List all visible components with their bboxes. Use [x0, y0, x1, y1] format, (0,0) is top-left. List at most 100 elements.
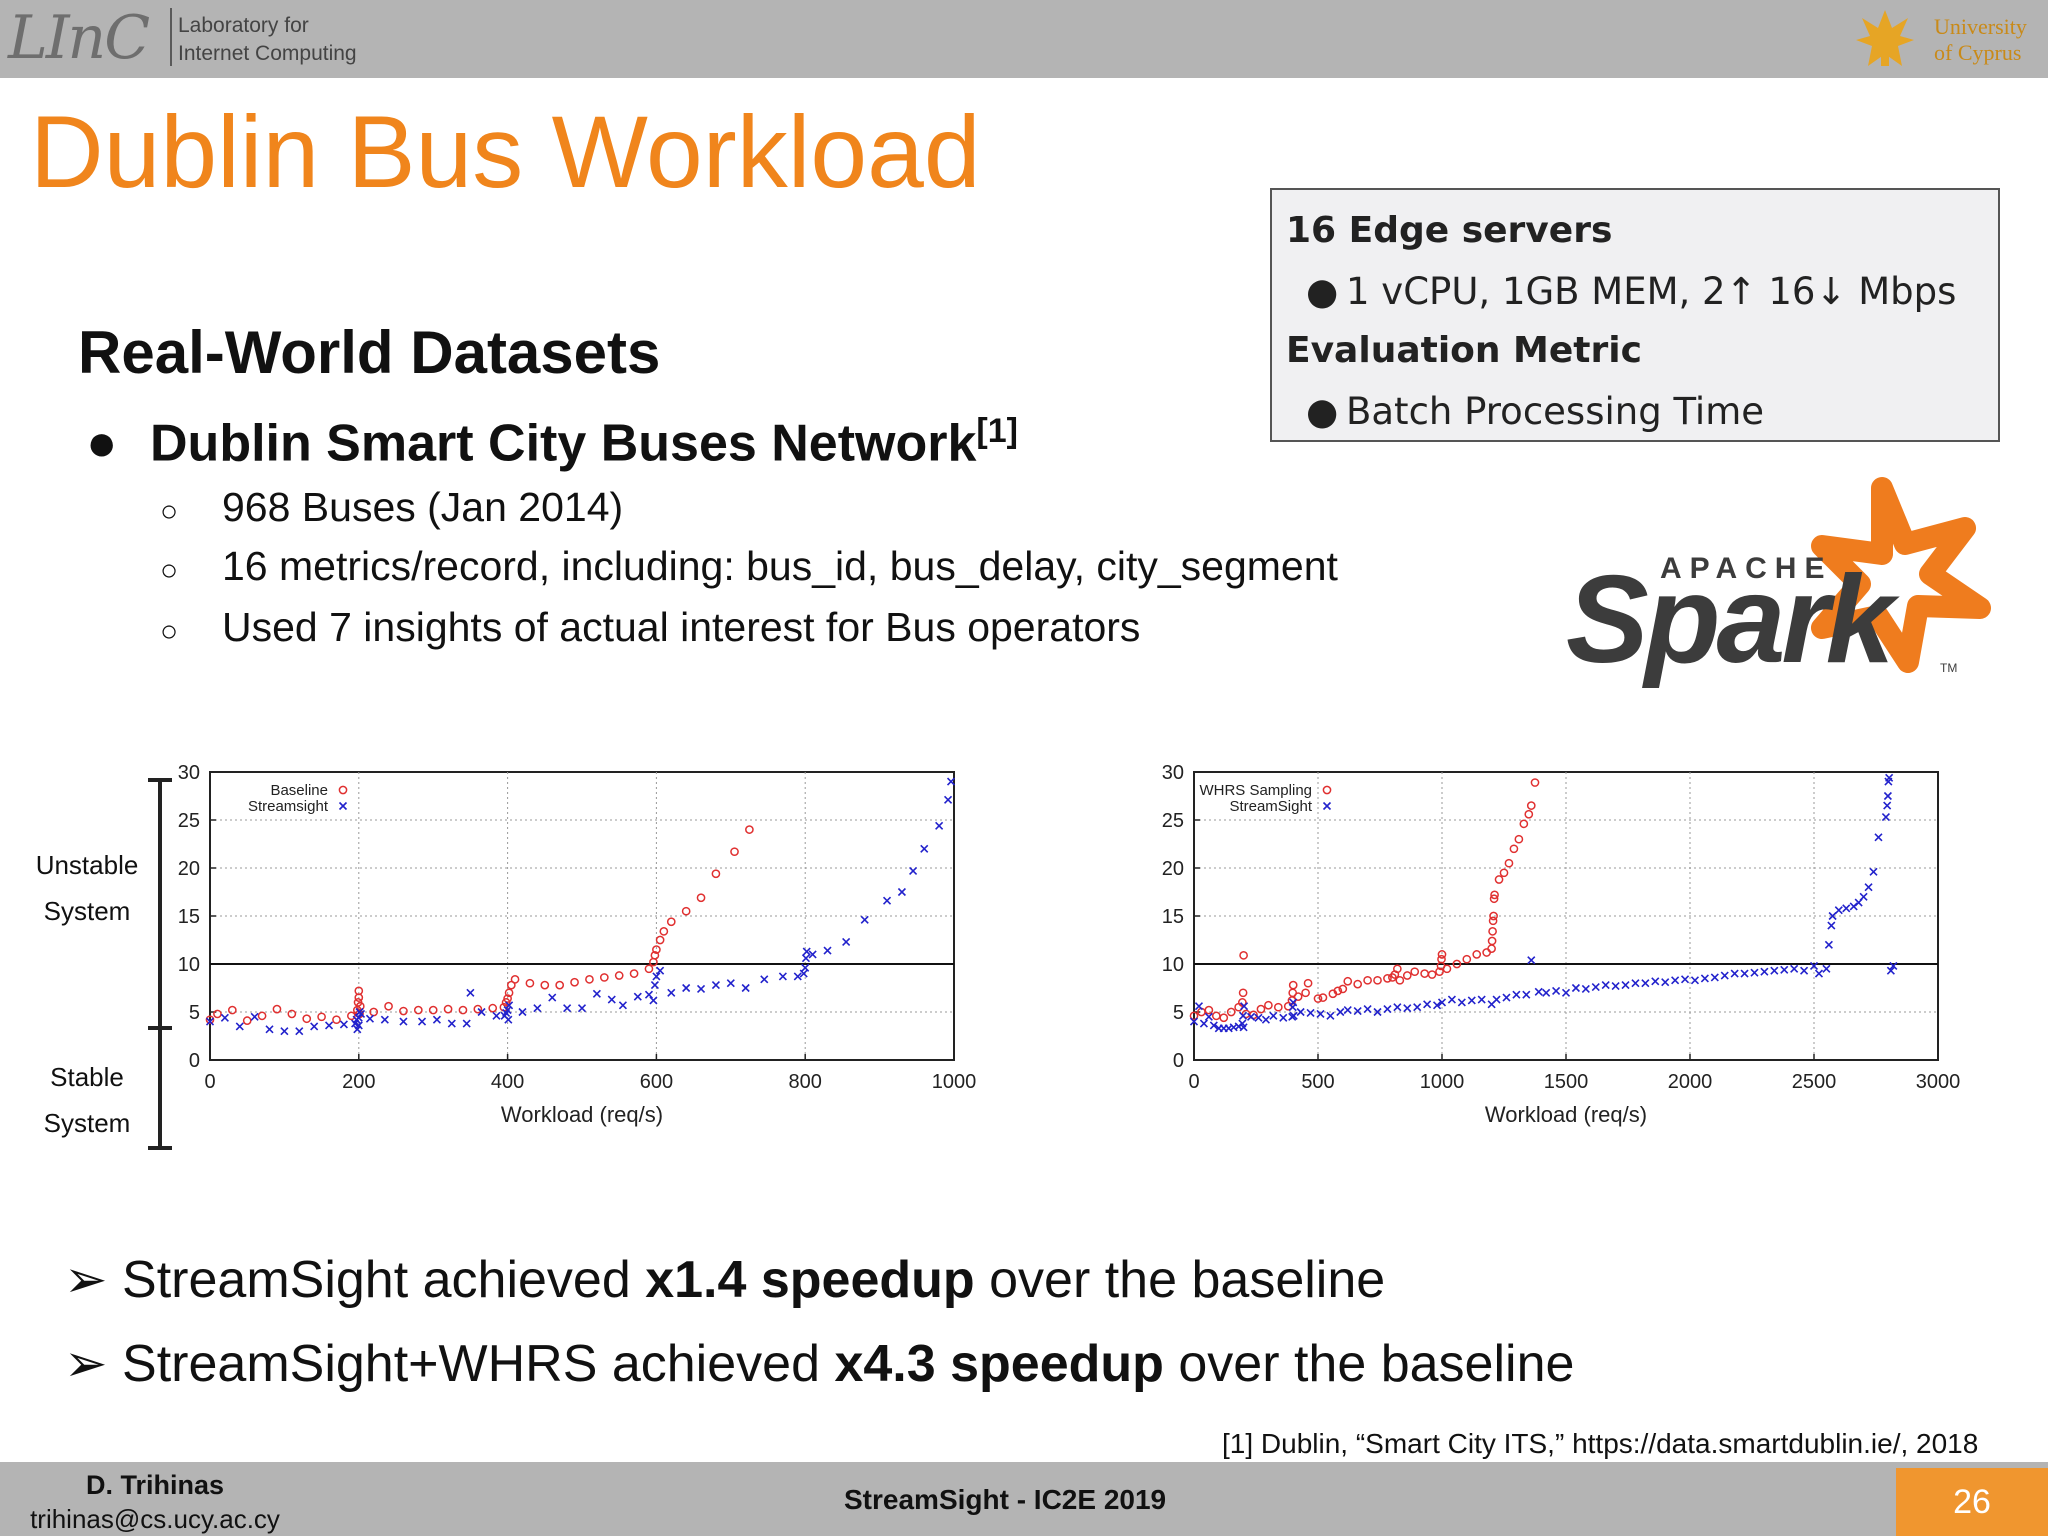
- apache-word: APACHE: [1660, 552, 1832, 585]
- legend-marker: [338, 801, 348, 811]
- data-point: [1869, 867, 1878, 876]
- data-point: [355, 1001, 365, 1011]
- data-point: [1490, 890, 1499, 900]
- edge-servers-spec-text: 1 vCPU, 1GB MEM, 2↑ 16↓ Mbps: [1346, 270, 1957, 313]
- data-point: [633, 992, 642, 1001]
- data-point: [935, 821, 944, 830]
- data-point: [1886, 966, 1895, 975]
- data-point: [1318, 993, 1328, 1002]
- reference-citation: [1] Dublin, “Smart City ITS,” https://da…: [1222, 1428, 1979, 1459]
- subbullet-text: 16 metrics/record, including: bus_id, bu…: [222, 543, 1338, 589]
- conclusion-prefix: StreamSight achieved: [122, 1251, 646, 1309]
- x-axis-label: Workload (req/s): [1485, 1102, 1647, 1127]
- data-point: [1859, 892, 1868, 901]
- data-point: [354, 986, 364, 996]
- data-point: [682, 983, 691, 993]
- dataset-bullet: ● Dublin Smart City Buses Network[1]: [86, 412, 1018, 473]
- data-point: [1780, 965, 1789, 974]
- legend-marker: [1322, 785, 1332, 795]
- data-point: [1338, 984, 1348, 994]
- data-point: [1720, 971, 1729, 980]
- x-tick-label: 1000: [932, 1071, 977, 1093]
- data-point: [696, 893, 706, 903]
- x-tick-label: 200: [342, 1071, 375, 1093]
- x-tick-label: 0: [1188, 1071, 1199, 1093]
- data-point: [339, 1020, 348, 1029]
- data-point: [1651, 977, 1660, 986]
- author-name: D. Trihinas: [85, 1470, 225, 1500]
- data-point: [592, 989, 601, 998]
- legend-marker: [1322, 801, 1332, 811]
- data-point: [1561, 988, 1571, 997]
- data-point: [882, 896, 892, 905]
- data-point: [730, 847, 739, 857]
- data-point: [1289, 1011, 1298, 1020]
- data-point: [501, 998, 511, 1007]
- data-point: [1504, 858, 1514, 868]
- data-point: [793, 972, 802, 981]
- data-point: [1316, 1009, 1325, 1018]
- data-point: [1462, 954, 1472, 964]
- data-point: [1373, 1007, 1382, 1017]
- data-point: [417, 1017, 427, 1026]
- data-point: [1492, 995, 1501, 1004]
- data-point: [1383, 1005, 1392, 1014]
- logo-divider: [170, 8, 172, 66]
- stable-system-label: Stable System: [22, 1054, 152, 1146]
- data-point: [920, 844, 929, 853]
- data-point: [1410, 967, 1420, 977]
- data-point: [525, 978, 535, 988]
- circle-bullet-icon: ○: [160, 495, 179, 528]
- data-point: [504, 988, 514, 998]
- y-tick-label: 15: [178, 906, 200, 928]
- data-point: [696, 984, 706, 994]
- data-point: [1363, 1005, 1372, 1014]
- data-point: [1530, 778, 1540, 787]
- evaluation-metric-heading: Evaluation Metric: [1286, 330, 1642, 371]
- data-point: [1621, 981, 1630, 990]
- data-point: [1571, 983, 1580, 993]
- data-point: [432, 1015, 441, 1024]
- data-point: [1514, 834, 1524, 844]
- data-point: [1447, 995, 1456, 1004]
- x-tick-label: 400: [491, 1071, 524, 1093]
- slide-title: Dublin Bus Workload: [30, 95, 981, 209]
- arrow-bullet-icon: ➢: [64, 1251, 108, 1309]
- data-point: [280, 1027, 289, 1036]
- y-tick-label: 20: [178, 858, 200, 880]
- data-point: [607, 995, 616, 1004]
- subbullet: ○ 968 Buses (Jan 2014): [160, 484, 623, 531]
- data-point: [1238, 988, 1248, 998]
- stability-bracket: [148, 778, 172, 1150]
- data-point: [384, 1001, 393, 1011]
- data-point: [540, 980, 550, 990]
- data-point: [726, 979, 735, 988]
- data-point: [1403, 1004, 1412, 1013]
- x-tick-label: 600: [640, 1071, 673, 1093]
- data-point: [897, 887, 906, 897]
- bullet-dot: ●: [1306, 390, 1339, 433]
- x-tick-label: 1000: [1420, 1071, 1465, 1093]
- data-point: [1611, 982, 1620, 991]
- data-point: [1800, 966, 1809, 975]
- data-point: [577, 1004, 587, 1013]
- data-point: [778, 972, 787, 981]
- data-point: [1402, 971, 1412, 980]
- data-point: [1343, 976, 1353, 986]
- data-point: [1238, 998, 1247, 1007]
- data-point: [1467, 996, 1476, 1005]
- university-emblem-icon: [1856, 10, 1914, 66]
- data-point: [477, 1007, 486, 1017]
- conference-name: StreamSight - IC2E 2019: [844, 1484, 1167, 1515]
- data-point: [347, 1011, 356, 1021]
- data-point: [1219, 1013, 1229, 1023]
- x-tick-label: 500: [1301, 1071, 1334, 1093]
- subbullet-text: Used 7 insights of actual interest for B…: [222, 604, 1141, 650]
- data-point: [1889, 961, 1898, 970]
- data-point: [365, 1014, 375, 1023]
- data-point: [548, 993, 557, 1002]
- data-point: [1239, 951, 1248, 960]
- data-point: [1383, 974, 1392, 983]
- data-point: [741, 983, 750, 993]
- series-streamsight: [1189, 773, 1898, 1033]
